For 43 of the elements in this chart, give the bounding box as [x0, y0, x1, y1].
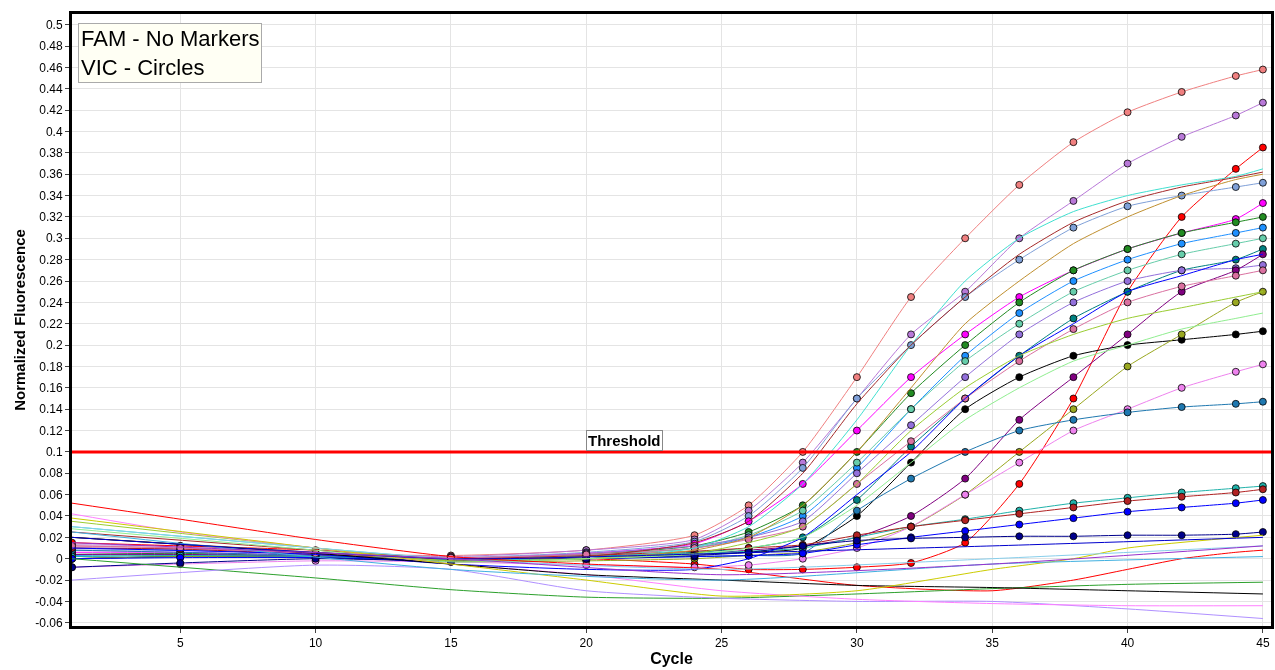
y-tick-label: 0.06 — [39, 487, 63, 502]
y-tick-label: 0.26 — [39, 274, 63, 289]
x-tick-label: 25 — [714, 636, 729, 651]
x-tick-label: 35 — [985, 636, 1000, 651]
y-tick-label: 0.38 — [39, 146, 63, 161]
annotation: VIC - Circles — [81, 54, 205, 80]
y-tick-label: 0.2 — [45, 338, 63, 353]
y-tick-label: 0.28 — [39, 252, 63, 267]
y-tick-label: 0.4 — [45, 124, 63, 139]
y-axis-title: Normalized Fluorescence — [11, 229, 29, 411]
y-tick-label: 0.12 — [39, 423, 63, 438]
y-tick-label: 0.22 — [39, 316, 63, 331]
y-tick-label: 0.14 — [39, 402, 63, 417]
x-tick-label: 10 — [308, 636, 323, 651]
y-tick-label: 0.42 — [39, 103, 63, 118]
y-tick-label: 0.36 — [39, 167, 63, 182]
y-tick-label: -0.06 — [35, 616, 63, 630]
y-tick-label: 0.46 — [39, 60, 63, 75]
y-tick-label: 0.18 — [39, 359, 63, 374]
x-tick-label: 20 — [579, 636, 594, 651]
x-tick-label: 15 — [444, 636, 458, 651]
y-tick-label: 0.32 — [39, 210, 63, 225]
y-tick-label: -0.04 — [35, 594, 63, 609]
y-tick-label: 0.24 — [39, 295, 63, 310]
annotation: FAM - No Markers — [81, 26, 260, 51]
annotation: Threshold — [588, 432, 661, 449]
y-tick-label: 0.34 — [39, 188, 63, 203]
y-tick-label: 0.44 — [39, 81, 63, 96]
x-tick-label: 30 — [850, 636, 864, 651]
x-axis-title: Cycle — [650, 650, 693, 668]
y-tick-label: 0.3 — [45, 231, 63, 246]
x-tick-label: 40 — [1120, 636, 1135, 651]
y-tick-label: 0.1 — [45, 445, 63, 460]
y-tick-label: 0.5 — [45, 17, 63, 32]
x-tick-label: 5 — [176, 636, 184, 651]
y-tick-label: 0.02 — [39, 530, 63, 545]
y-tick-label: 0.08 — [39, 466, 63, 481]
y-tick-label: -0.02 — [35, 573, 63, 588]
y-tick-label: 0.04 — [39, 509, 63, 524]
y-tick-label: 0.16 — [39, 381, 63, 396]
x-tick-label: 45 — [1256, 636, 1270, 651]
y-tick-label: 0.48 — [39, 39, 63, 54]
y-tick-label: 0 — [55, 551, 63, 566]
